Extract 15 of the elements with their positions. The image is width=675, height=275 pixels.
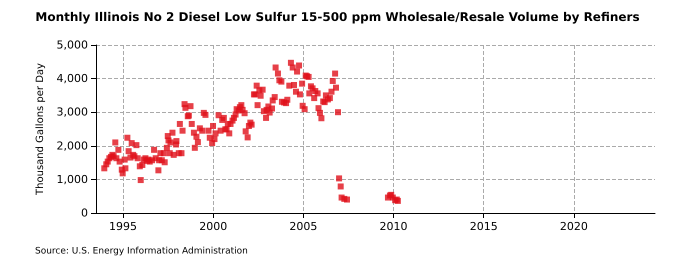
y-tick-label: 4,000 — [56, 72, 88, 86]
y-tick-label: 1,000 — [56, 172, 88, 186]
y-axis-title: Thousand Gallons per Day — [35, 62, 46, 196]
source-note: Source: U.S. Energy Information Administration — [35, 246, 248, 256]
x-tick-label: 2020 — [560, 220, 588, 233]
y-tick-label: 0 — [81, 206, 88, 220]
y-tick-label: 2,000 — [56, 139, 88, 152]
x-tick-label: 2010 — [380, 220, 408, 233]
x-tick-label: 2000 — [199, 220, 228, 233]
y-tick-label: 5,000 — [56, 38, 88, 52]
x-tick-label: 2015 — [470, 220, 498, 233]
x-tick-label: 1995 — [109, 220, 138, 233]
y-tick-label: 3,000 — [56, 106, 88, 119]
x-tick-label: 2005 — [289, 220, 318, 233]
chart-title: Monthly Illinois No 2 Diesel Low Sulfur 15-500 ppm Wholesale/Resale Volume by Refiners — [35, 10, 640, 24]
